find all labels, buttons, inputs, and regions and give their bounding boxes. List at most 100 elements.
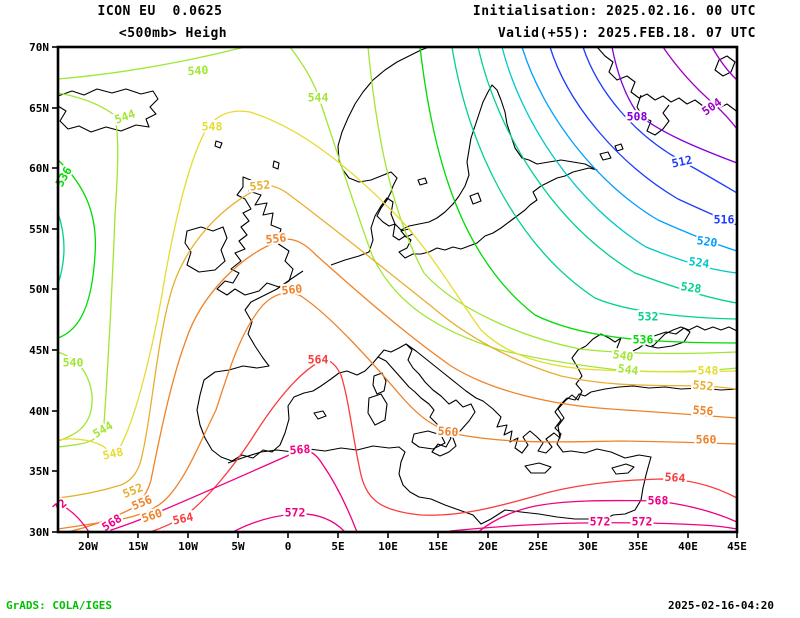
contour-label-568: 568 (648, 494, 669, 508)
contour-label-556: 556 (265, 230, 287, 246)
contour-label-564: 564 (171, 509, 194, 527)
lat-tick-label: 30N (29, 526, 49, 539)
valid-time-label: Valid(+55): 2025.FEB.18. 07 UTC (497, 26, 756, 41)
creation-timestamp: 2025-02-16-04:20 (668, 599, 774, 612)
coastline (585, 325, 738, 357)
contour-label-572: 572 (632, 515, 653, 529)
lat-tick-label: 60N (29, 162, 49, 175)
coastline (611, 463, 635, 475)
contour-label-560: 560 (696, 433, 717, 447)
contour-label-524: 524 (688, 254, 711, 271)
contour-label-568: 568 (289, 442, 311, 457)
lat-tick-label: 35N (29, 465, 49, 478)
contour-label-572: 572 (590, 515, 611, 529)
contour-label-528: 528 (680, 279, 703, 296)
lat-tick-label: 65N (29, 102, 49, 115)
lat-tick-label: 40N (29, 405, 49, 418)
coastline (57, 88, 159, 133)
contour-label-560: 560 (437, 424, 459, 439)
contour-544 (57, 92, 119, 448)
contour-516 (549, 46, 738, 226)
contour-label-508: 508 (627, 110, 648, 124)
coastline (636, 94, 670, 136)
contour-556 (67, 238, 738, 533)
contour-label-564: 564 (308, 353, 329, 367)
contour-label-560: 560 (281, 281, 303, 297)
contour-552 (57, 185, 738, 499)
coastline (614, 143, 624, 152)
axes: 70N 65N 60N 55N 50N 45N 40N 35N 30N 20W 15W 10W 5W 0 5… (29, 41, 747, 553)
lat-tick-label: 50N (29, 283, 49, 296)
coastline (469, 192, 482, 205)
coastline (411, 430, 446, 450)
contour-label-512: 512 (670, 153, 693, 171)
contour-568 (477, 499, 738, 533)
coastlines (57, 46, 738, 525)
coastline (313, 410, 327, 420)
contour-label-544: 544 (617, 361, 640, 378)
lon-tick-label: 5E (331, 540, 344, 553)
contour-548 (57, 110, 738, 453)
contour-508 (611, 46, 738, 164)
coastline (377, 343, 476, 457)
coastline (196, 270, 379, 462)
contour-label-540: 540 (612, 347, 635, 364)
lon-tick-label: 15W (128, 540, 148, 553)
coastline (227, 391, 652, 525)
model-title: ICON EU 0.0625 (97, 4, 223, 19)
contour-532 (451, 46, 738, 320)
contour-lines (57, 46, 738, 533)
contour-564 (149, 359, 738, 533)
contour-540 (57, 46, 246, 80)
contour-540 (367, 46, 738, 355)
coastline (599, 151, 612, 161)
coastline (643, 327, 691, 349)
lon-tick-label: 20W (78, 540, 98, 553)
contour-572 (57, 502, 90, 533)
contour-524 (501, 46, 738, 274)
init-time-label: Initialisation: 2025.02.16. 00 UTC (472, 4, 756, 19)
contour-label-540: 540 (187, 63, 209, 78)
contour-label-552: 552 (249, 177, 271, 193)
contour-label-552: 552 (692, 377, 714, 393)
coastline (272, 160, 280, 170)
contour-544 (289, 46, 738, 373)
coastline (367, 393, 388, 426)
contour-label-572: 72 (50, 496, 70, 516)
contour-label-548: 548 (202, 120, 223, 134)
field-title: <500mb> Heigh (118, 26, 228, 41)
lon-tick-label: 5W (231, 540, 245, 553)
contour-572 (449, 522, 738, 532)
contour-label-504: 504 (699, 95, 724, 118)
contour-label-544: 544 (90, 418, 115, 441)
grads-credit: GrADS: COLA/IGES (6, 599, 112, 612)
lon-tick-label: 10E (378, 540, 398, 553)
coastline (372, 372, 387, 395)
coastline (330, 46, 598, 266)
coastline (214, 140, 223, 149)
contour-label-564: 564 (664, 470, 686, 485)
contour-label-540: 540 (63, 356, 84, 370)
lat-tick-label: 45N (29, 344, 49, 357)
contour-label-516: 516 (714, 213, 735, 227)
contour-label-520: 520 (696, 233, 719, 250)
coastline (216, 176, 294, 296)
contour-520 (521, 46, 738, 252)
lon-tick-label: 20E (478, 540, 498, 553)
contour-536 (419, 46, 738, 344)
coastline (590, 385, 738, 393)
lat-tick-label: 70N (29, 41, 49, 54)
contour-label-544: 544 (308, 91, 329, 105)
contour-512 (582, 46, 738, 194)
contour-504 (662, 46, 738, 130)
contour-528 (477, 46, 738, 304)
lon-tick-label: 0 (285, 540, 292, 553)
lon-tick-label: 15E (428, 540, 448, 553)
contour-560 (57, 292, 738, 530)
contour-500 (711, 46, 738, 81)
contour-568 (104, 449, 358, 533)
contour-label-556: 556 (692, 403, 714, 419)
contour-532 (57, 212, 65, 285)
